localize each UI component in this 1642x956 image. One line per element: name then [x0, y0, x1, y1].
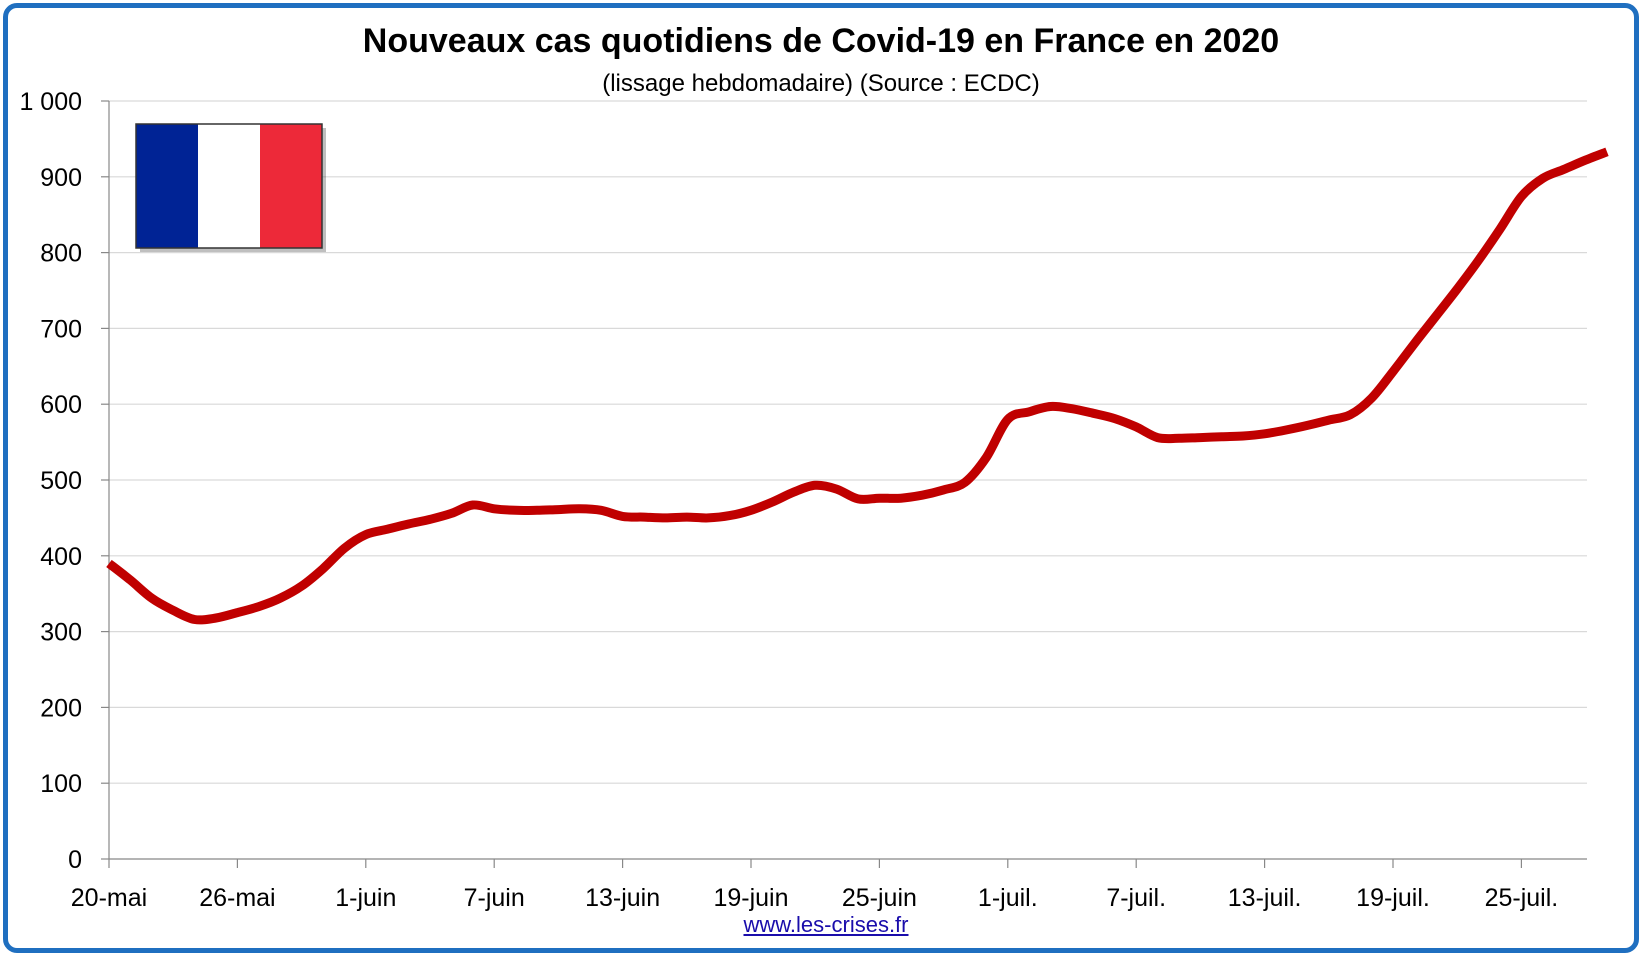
chart-subtitle: (lissage hebdomadaire) (Source : ECDC) — [602, 70, 1040, 97]
y-tick-label: 800 — [40, 240, 82, 268]
x-tick-label: 13-juil. — [1228, 884, 1302, 912]
y-tick-label: 1 000 — [19, 88, 82, 116]
y-tick-label: 600 — [40, 391, 82, 419]
x-tick-label: 13-juin — [585, 884, 660, 912]
x-tick-label: 20-mai — [71, 884, 147, 912]
x-tick-label: 25-juin — [842, 884, 917, 912]
flag-border — [135, 123, 323, 249]
y-tick-label: 100 — [40, 770, 82, 798]
x-tick-label: 26-mai — [199, 884, 275, 912]
source-link[interactable]: www.les-crises.fr — [743, 912, 909, 937]
y-axis-ticks: 0 100 200 300 400 500 600 700 800 900 1 000 — [19, 88, 109, 874]
series-line-0 — [106, 147, 1609, 625]
x-tick-label: 1-juil. — [978, 884, 1038, 912]
x-tick-label: 19-juil. — [1356, 884, 1430, 912]
flag-blue-band — [136, 124, 198, 248]
x-tick-label: 1-juin — [335, 884, 396, 912]
flag-red-band — [260, 124, 322, 248]
gridlines — [109, 100, 1587, 784]
chart-title: Nouveaux cas quotidiens de Covid-19 en F… — [362, 22, 1280, 60]
x-tick-label: 19-juin — [713, 884, 788, 912]
flag-white-band — [198, 124, 260, 248]
y-tick-label: 300 — [40, 619, 82, 647]
french-flag-icon — [135, 123, 326, 252]
x-tick-label: 7-juil. — [1106, 884, 1166, 912]
y-tick-label: 0 — [68, 846, 82, 874]
y-tick-label: 400 — [40, 543, 82, 571]
series-layer — [106, 147, 1609, 625]
y-tick-label: 700 — [40, 315, 82, 343]
x-tick-label: 25-juil. — [1485, 884, 1559, 912]
y-tick-label: 900 — [40, 164, 82, 192]
x-tick-label: 7-juin — [464, 884, 525, 912]
y-tick-label: 200 — [40, 694, 82, 722]
y-tick-label: 500 — [40, 467, 82, 495]
x-axis-ticks: 20-mai 26-mai 1-juin 7-juin 13-juin 19-juin 25… — [71, 859, 1558, 912]
